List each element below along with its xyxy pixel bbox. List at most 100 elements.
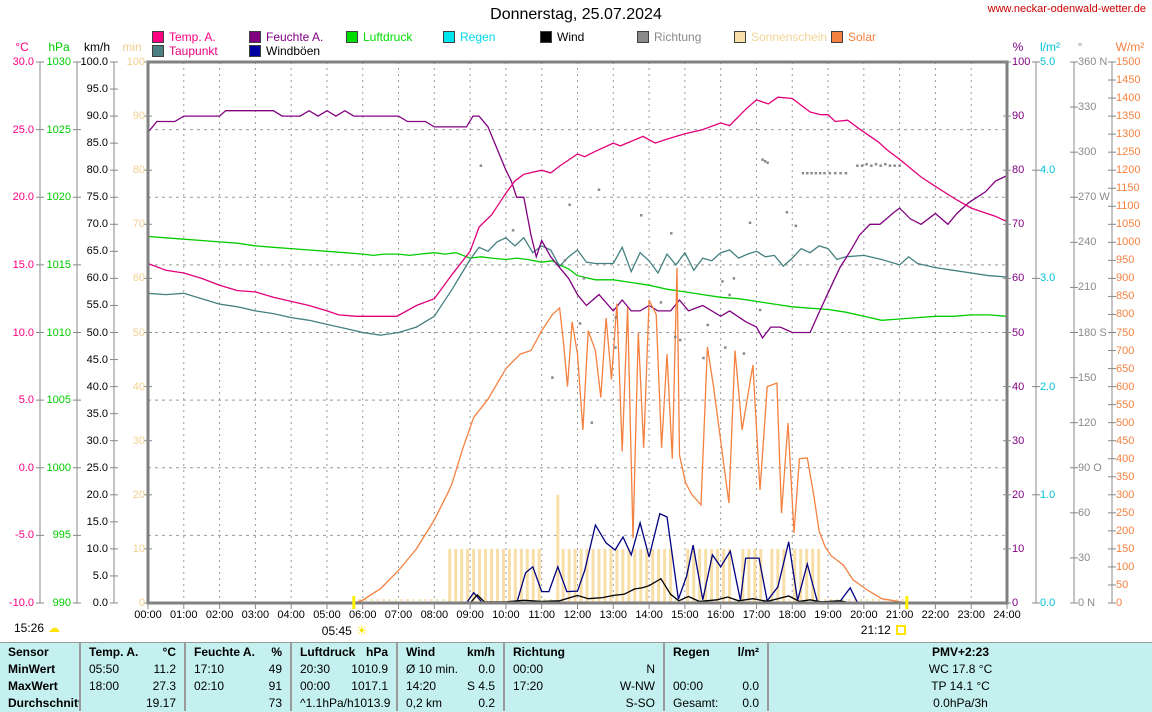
sunshine-baseline-dot: [549, 599, 552, 601]
wind-direction-dot: [823, 171, 826, 175]
sunshine-baseline-dot: [382, 599, 385, 601]
tick-label-deg: 150: [1078, 371, 1097, 384]
wind-direction-dot: [639, 214, 643, 217]
sunshine-bar: [609, 548, 613, 602]
wind-direction-dot: [814, 171, 818, 175]
sunshine-baseline-dot: [865, 599, 868, 601]
table-cell: 18:00 27.3: [79, 677, 184, 694]
sunshine-bar: [603, 548, 607, 602]
legend-item-solar: Solar: [831, 30, 876, 44]
tick-label-wm2: 1000: [1116, 236, 1141, 249]
site-url-link[interactable]: www.neckar-odenwald-wetter.de: [987, 3, 1146, 15]
table-rowheader: MaxWert: [8, 678, 58, 693]
tick-label-pct: 50: [1012, 326, 1025, 339]
table-cell: 0,2 km 0.2: [396, 694, 503, 711]
sunshine-baseline-dot: [376, 599, 379, 601]
axis-unit-min: min: [122, 40, 142, 54]
table-header-sensor: Sensor: [8, 644, 49, 659]
tick-label-wm2: 50: [1116, 578, 1129, 591]
feuchte-a--line: [147, 109, 1008, 340]
wind-direction-dot: [818, 171, 822, 175]
tick-label-kmh: 65.0: [86, 245, 108, 258]
wind-direction-dot: [810, 171, 813, 175]
sunset-icon: [895, 625, 906, 635]
table-cell: 14:20 S 4.5: [396, 677, 503, 694]
tick-label-deg: 90 O: [1078, 461, 1102, 474]
sunshine-bar: [501, 548, 505, 602]
axis-unit-pct: %: [1012, 40, 1024, 54]
sunshine-baseline-dot: [388, 599, 391, 601]
wind-direction-dot: [748, 221, 752, 225]
table-cell: 00:00 N: [503, 660, 663, 677]
tick-label-pct: 100: [1012, 56, 1031, 68]
table-header-Wind: Wind km/h: [396, 643, 503, 660]
tick-label-pct: 20: [1012, 488, 1025, 501]
sunshine-bar: [747, 548, 751, 602]
wind-direction-dot: [659, 301, 663, 304]
sunshine-bar: [692, 548, 696, 602]
sunshine-bar: [657, 548, 661, 602]
tick-label-hPa: 1020: [46, 191, 71, 204]
sunshine-bar: [567, 548, 571, 602]
table-cell: Ø 10 min. 0.0: [396, 660, 503, 677]
legend-item-richtung: Richtung: [637, 30, 701, 44]
sunset-marker: 21:12: [861, 623, 906, 637]
sunshine-bar: [573, 548, 577, 602]
legend-label: Luftdruck: [363, 30, 413, 44]
legend-item-wind: Wind: [540, 30, 584, 44]
tick-label-wm2: 950: [1116, 254, 1135, 267]
sunshine-baseline-dot: [543, 599, 546, 601]
table-cell: 00:00 1017.1: [290, 677, 396, 694]
tick-label-wm2: 450: [1116, 434, 1135, 447]
table-cell: 19.17: [79, 694, 184, 711]
sunshine-bar: [472, 548, 476, 602]
wind-direction-dot: [893, 164, 896, 167]
x-tick-label: 06:00: [348, 609, 377, 621]
sunshine-bar: [525, 548, 529, 602]
sunshine-baseline-dot: [418, 599, 421, 601]
sunshine-baseline-dot: [436, 599, 439, 601]
sunshine-bar: [741, 548, 745, 602]
sunshine-bar: [591, 548, 595, 602]
tick-label-lm2: 4.0: [1040, 164, 1056, 177]
tick-label-kmh: 45.0: [86, 353, 108, 366]
sunshine-bar: [478, 548, 482, 602]
table-cell: 17:20 W-NW: [503, 677, 663, 694]
sunshine-baseline-dot: [836, 599, 839, 601]
tick-label-hPa: 990: [52, 597, 71, 609]
legend-item-temp-a-: Temp. A.: [152, 30, 216, 44]
tick-label-wm2: 1300: [1116, 128, 1141, 141]
x-tick-label: 08:00: [420, 609, 449, 621]
legend-label: Taupunkt: [169, 44, 218, 58]
x-tick-label: 19:00: [814, 609, 842, 621]
tick-label-wm2: 700: [1116, 344, 1135, 357]
sunshine-baseline-dot: [788, 599, 791, 601]
tick-label-hPa: 1015: [46, 258, 71, 271]
tick-label-kmh: 50.0: [86, 326, 108, 339]
table-cell: 0.0hPa/3h: [767, 694, 1152, 711]
tick-label-kmh: 75.0: [86, 191, 108, 204]
table-cell: TP 14.1 °C: [767, 677, 1152, 694]
legend-item-sonnenschein: Sonnenschein: [734, 30, 827, 44]
tick-label-wm2: 1350: [1116, 110, 1141, 123]
tick-label-wm2: 350: [1116, 470, 1135, 483]
sunshine-bar: [716, 548, 720, 602]
x-tick-label: 20:00: [850, 609, 878, 621]
tick-label-pct: 10: [1012, 542, 1025, 555]
wind-direction-dot: [839, 171, 842, 175]
x-tick-label: 05:00: [313, 609, 341, 621]
sunshine-baseline-dot: [430, 599, 433, 601]
sunshine-baseline-dot: [412, 599, 415, 601]
sunshine-bar: [663, 548, 667, 602]
table-rowheader: Durchschnitt: [8, 695, 79, 710]
sunshine-bar: [633, 548, 637, 602]
tick-label-deg: 240: [1078, 236, 1097, 249]
table-cell: [663, 660, 767, 677]
sunshine-baseline-dot: [400, 599, 403, 601]
tick-label-lm2: 0.0: [1040, 597, 1056, 609]
wind-direction-dot: [884, 162, 887, 166]
sunshine-baseline-dot: [830, 599, 833, 601]
wind-direction-dot: [597, 188, 601, 191]
wind-direction-dot: [806, 171, 809, 175]
tick-label-wm2: 600: [1116, 380, 1135, 393]
